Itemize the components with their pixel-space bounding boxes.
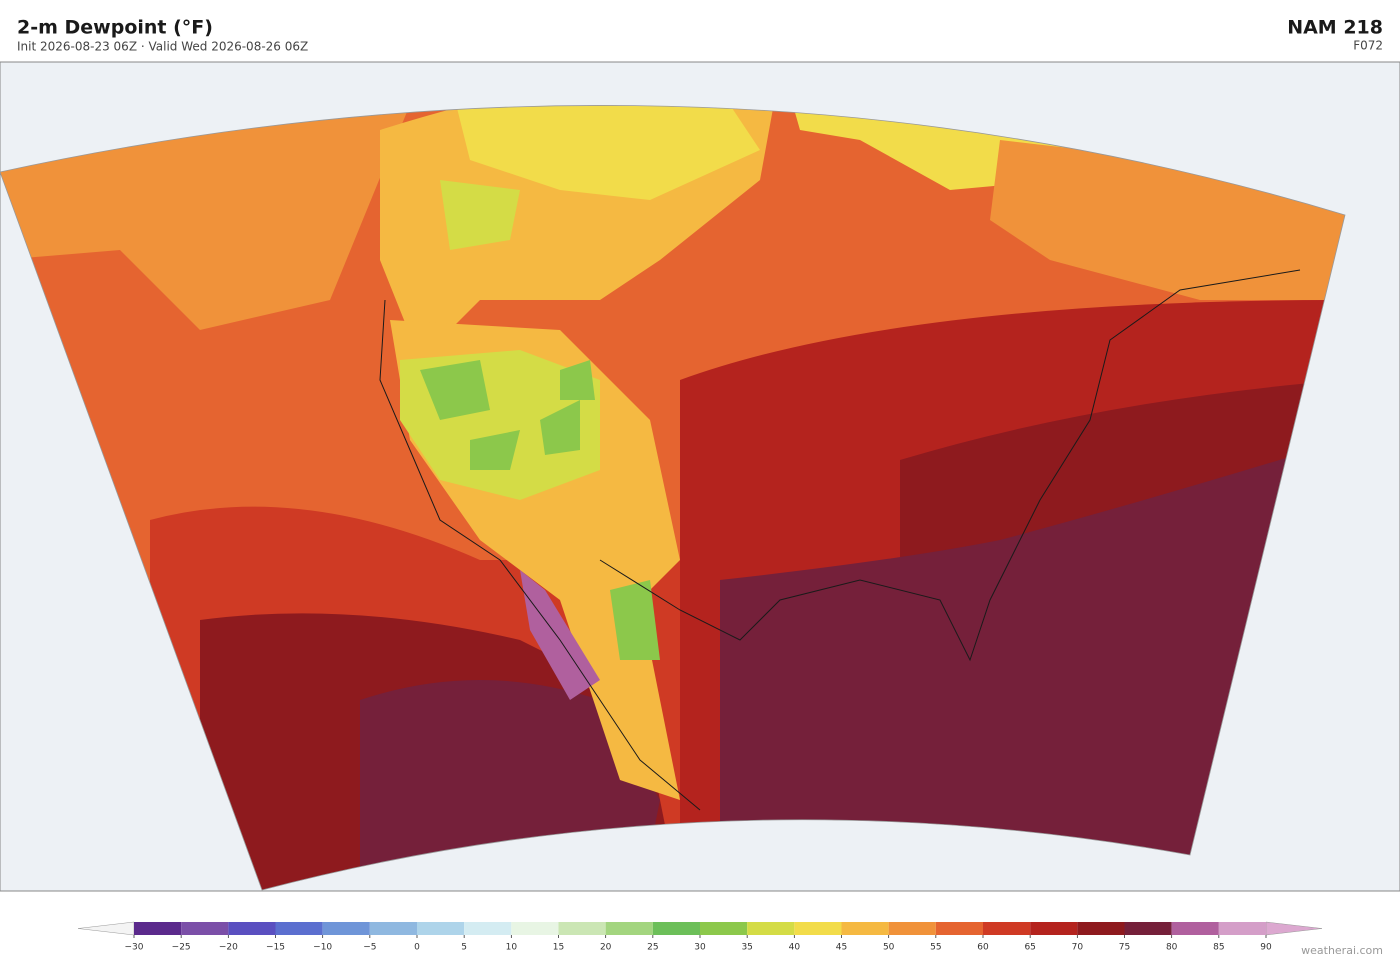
- colorbar-segment: [1077, 922, 1125, 935]
- colorbar-tick-label: −20: [219, 943, 238, 953]
- colorbar-tick-label: 70: [1072, 943, 1084, 953]
- colorbar-tick-label: 60: [977, 943, 989, 953]
- watermark: weatherai.com: [1301, 944, 1383, 957]
- colorbar-tick-label: 40: [789, 943, 801, 953]
- colorbar-tick-label: 80: [1166, 943, 1178, 953]
- colorbar-over: [1265, 921, 1323, 936]
- colorbar-segment: [700, 922, 748, 935]
- colorbar-under: [77, 921, 135, 936]
- colorbar-tick-label: 90: [1260, 943, 1272, 953]
- colorbar-tick-label: 55: [930, 943, 941, 953]
- colorbar-tick-label: 30: [694, 943, 706, 953]
- colorbar-segment: [1124, 922, 1172, 935]
- colorbar-tick-label: 65: [1024, 943, 1035, 953]
- colorbar-segment: [1171, 922, 1219, 935]
- colorbar-segment: [605, 922, 653, 935]
- colorbar-segment: [794, 922, 842, 935]
- title: 2-m Dewpoint (°F): [17, 17, 213, 39]
- colorbar-tick-label: 35: [741, 943, 752, 953]
- colorbar-tick-label: 85: [1213, 943, 1224, 953]
- colorbar-segment: [322, 922, 370, 935]
- map: [0, 61, 1400, 892]
- colorbar-tick-label: −15: [266, 943, 285, 953]
- colorbar-tick-label: 0: [414, 943, 420, 953]
- colorbar-segment: [228, 922, 276, 935]
- subtitle: Init 2026-08-23 06Z · Valid Wed 2026-08-…: [17, 40, 308, 54]
- colorbar-segment: [888, 922, 936, 935]
- colorbar-tick-label: −25: [172, 943, 191, 953]
- model: NAM 218: [1287, 17, 1383, 39]
- colorbar-segment: [417, 922, 465, 935]
- colorbar-tick-label: 5: [461, 943, 467, 953]
- colorbar-segment: [652, 922, 700, 935]
- colorbar-segment: [464, 922, 512, 935]
- colorbar-tick-label: 10: [506, 943, 518, 953]
- colorbar-segment: [134, 922, 182, 935]
- colorbar-tick-label: 15: [553, 943, 564, 953]
- colorbar-segment: [983, 922, 1031, 935]
- colorbar-tick-label: 50: [883, 943, 895, 953]
- colorbar-segment: [275, 922, 323, 935]
- dewpoint-field: [0, 105, 1345, 891]
- colorbar-segment: [511, 922, 559, 935]
- colorbar-tick-label: 20: [600, 943, 612, 953]
- colorbar-segment: [558, 922, 606, 935]
- colorbar-segment: [841, 922, 889, 935]
- colorbar-segment: [181, 922, 229, 935]
- colorbar-tick-label: 45: [836, 943, 847, 953]
- colorbar-tick-label: −5: [363, 943, 376, 953]
- colorbar-segment: [1030, 922, 1078, 935]
- colorbar-segment: [747, 922, 795, 935]
- colorbar-segment: [369, 922, 417, 935]
- colorbar-tick-label: −10: [313, 943, 332, 953]
- colorbar: −30 −25 −20 −15 −10 −5 0 5 10 15 20 25 30 35 40 45 50 55 6…: [77, 921, 1323, 953]
- colorbar-tick-label: 25: [647, 943, 658, 953]
- colorbar-tick-label: −30: [125, 943, 144, 953]
- colorbar-segment: [935, 922, 983, 935]
- colorbar-segment: [1218, 922, 1266, 935]
- colorbar-tick-label: 75: [1119, 943, 1130, 953]
- forecast-hour: F072: [1353, 39, 1383, 53]
